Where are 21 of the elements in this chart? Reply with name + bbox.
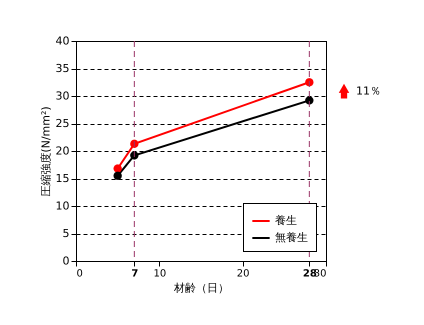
x-tick-label: 10 [153,268,166,280]
y-tick-label: 5 [62,227,70,240]
point [305,96,314,105]
y-tick-label: 15 [56,172,70,185]
point [113,172,122,180]
legend-label: 養生 [275,214,297,227]
x-axis-title: 材齢（日） [173,282,229,294]
y-tick-label: 25 [56,117,70,130]
y-tick-label: 10 [56,200,70,212]
y-axis-title: 圧縮強度(N/mm²) [40,106,53,197]
y-tick-label: 40 [56,34,70,48]
y-tick-label: 20 [56,144,70,158]
text: 11％ [356,84,381,98]
y-tick-label: 30 [56,90,70,102]
x-tick-label: 7 [131,268,138,280]
y-tick-label: 0 [62,254,70,268]
y-tick-label: 35 [56,62,70,75]
point [113,164,122,173]
x-tick-label: 20 [236,268,250,280]
legend-label: 無養生 [275,231,308,244]
x-tick-label: 0 [76,268,83,280]
